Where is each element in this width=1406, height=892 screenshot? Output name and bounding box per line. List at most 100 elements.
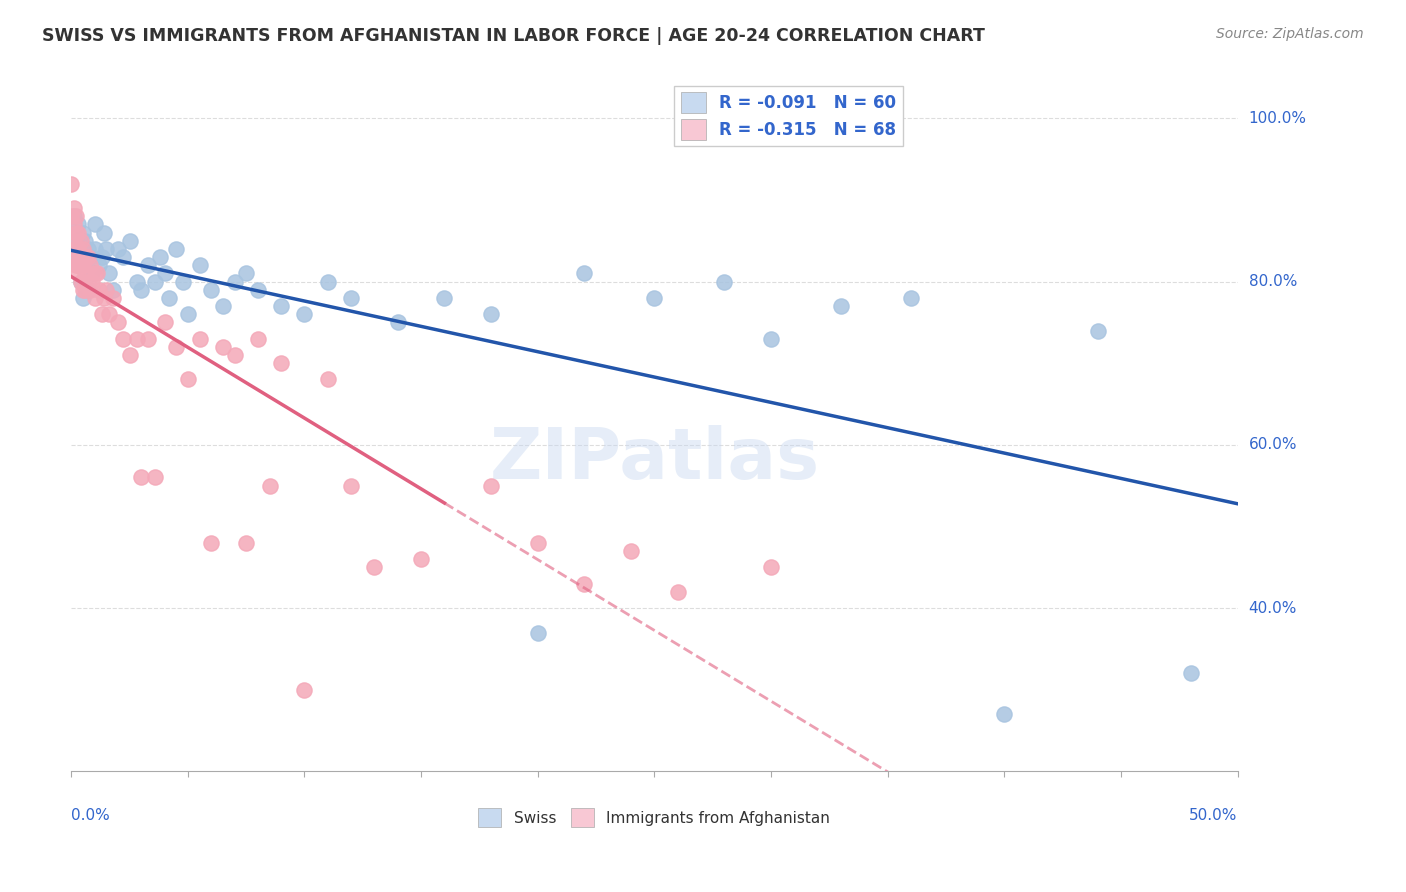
Point xyxy=(96,283,118,297)
Point xyxy=(411,552,433,566)
Point xyxy=(62,234,84,248)
Point xyxy=(118,234,141,248)
Point xyxy=(75,266,97,280)
Point xyxy=(69,258,91,272)
Point xyxy=(759,560,782,574)
Point xyxy=(69,234,91,248)
Point xyxy=(90,250,112,264)
Point xyxy=(111,332,134,346)
Point xyxy=(60,177,83,191)
Point xyxy=(149,250,172,264)
Point xyxy=(62,218,84,232)
Point xyxy=(89,258,111,272)
Point xyxy=(79,250,101,264)
Point xyxy=(246,283,269,297)
Point xyxy=(75,258,97,272)
Point xyxy=(246,332,269,346)
Point xyxy=(79,283,101,297)
Point xyxy=(83,218,105,232)
Point xyxy=(107,242,129,256)
Point xyxy=(188,258,211,272)
Point xyxy=(72,250,94,264)
Point xyxy=(177,307,200,321)
Point xyxy=(75,283,97,297)
Point xyxy=(224,348,246,362)
Point xyxy=(479,307,502,321)
Text: SWISS VS IMMIGRANTS FROM AFGHANISTAN IN LABOR FORCE | AGE 20-24 CORRELATION CHAR: SWISS VS IMMIGRANTS FROM AFGHANISTAN IN … xyxy=(42,27,986,45)
Text: 50.0%: 50.0% xyxy=(1189,808,1237,823)
Point xyxy=(72,258,94,272)
Point xyxy=(72,242,94,256)
Point xyxy=(153,315,176,329)
Point xyxy=(294,307,316,321)
Point xyxy=(270,299,292,313)
Point xyxy=(76,242,98,256)
Point xyxy=(294,682,316,697)
Point xyxy=(172,275,194,289)
Point xyxy=(526,535,548,549)
Point xyxy=(82,266,104,280)
Point xyxy=(82,275,104,289)
Point xyxy=(111,250,134,264)
Legend: Swiss, Immigrants from Afghanistan: Swiss, Immigrants from Afghanistan xyxy=(472,802,837,833)
Point xyxy=(79,258,101,272)
Point xyxy=(103,283,125,297)
Point xyxy=(69,250,91,264)
Point xyxy=(212,340,235,354)
Point xyxy=(830,299,852,313)
Point xyxy=(93,226,115,240)
Point xyxy=(65,242,87,256)
Text: Source: ZipAtlas.com: Source: ZipAtlas.com xyxy=(1216,27,1364,41)
Point xyxy=(200,535,222,549)
Point xyxy=(107,315,129,329)
Point xyxy=(62,209,84,223)
Point xyxy=(1087,324,1109,338)
Point xyxy=(340,291,363,305)
Point xyxy=(125,332,148,346)
Point xyxy=(72,226,94,240)
Point xyxy=(574,576,596,591)
Point xyxy=(125,275,148,289)
Text: 0.0%: 0.0% xyxy=(72,808,110,823)
Point xyxy=(129,283,152,297)
Point xyxy=(900,291,922,305)
Point xyxy=(165,242,187,256)
Point xyxy=(235,266,257,280)
Point xyxy=(620,544,643,558)
Point xyxy=(67,258,90,272)
Point xyxy=(759,332,782,346)
Point xyxy=(200,283,222,297)
Point xyxy=(60,250,83,264)
Point xyxy=(316,275,339,289)
Point xyxy=(65,258,87,272)
Point xyxy=(177,372,200,386)
Point xyxy=(479,478,502,492)
Point xyxy=(363,560,385,574)
Point xyxy=(67,226,90,240)
Point xyxy=(83,291,105,305)
Point xyxy=(60,250,83,264)
Point xyxy=(65,234,87,248)
Point xyxy=(259,478,281,492)
Point xyxy=(60,209,83,223)
Point xyxy=(75,234,97,248)
Point xyxy=(526,625,548,640)
Point xyxy=(643,291,665,305)
Point xyxy=(67,218,90,232)
Point xyxy=(83,242,105,256)
Point xyxy=(65,209,87,223)
Point xyxy=(188,332,211,346)
Point xyxy=(235,535,257,549)
Point xyxy=(993,707,1015,722)
Point xyxy=(72,291,94,305)
Point xyxy=(666,584,689,599)
Point xyxy=(118,348,141,362)
Point xyxy=(69,275,91,289)
Point xyxy=(713,275,735,289)
Point xyxy=(86,266,108,280)
Point xyxy=(89,283,111,297)
Point xyxy=(69,275,91,289)
Point xyxy=(224,275,246,289)
Point xyxy=(96,242,118,256)
Text: 80.0%: 80.0% xyxy=(1249,274,1296,289)
